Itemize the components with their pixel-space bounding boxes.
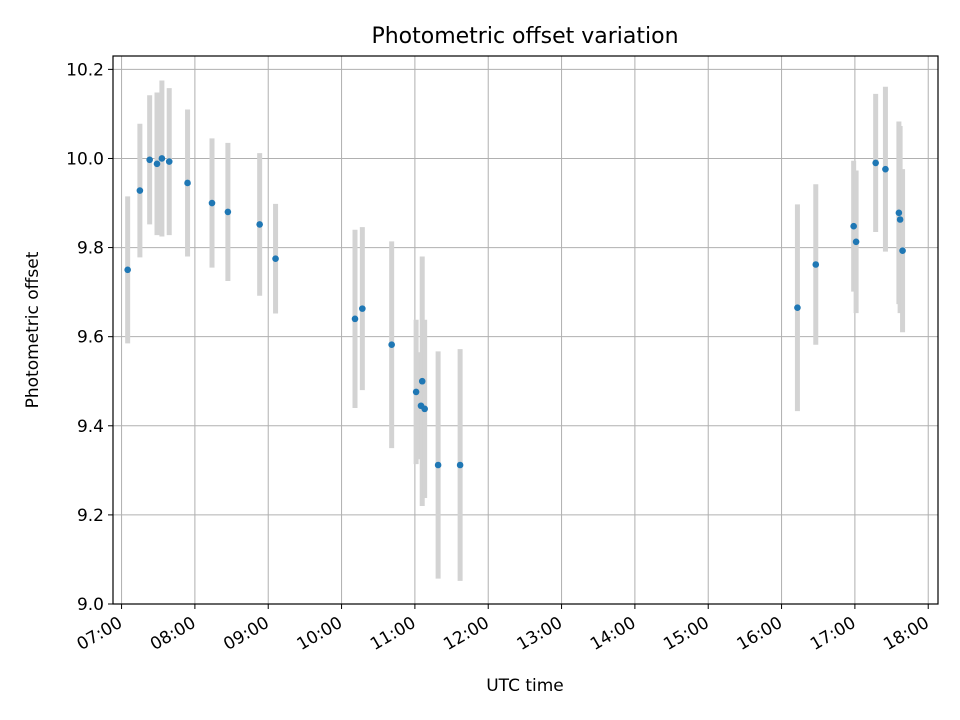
data-point <box>456 461 464 469</box>
plot-frame <box>112 55 939 605</box>
data-point <box>158 155 166 162</box>
data-point <box>895 209 903 217</box>
data-point <box>899 247 906 254</box>
data-point <box>256 221 263 228</box>
x-tick-label: 08:00 <box>147 613 199 655</box>
data-point <box>351 315 359 323</box>
data-point <box>812 261 820 268</box>
y-tick-label: 9.4 <box>77 417 104 437</box>
data-point <box>388 341 395 349</box>
y-tick-label: 9.2 <box>77 506 104 526</box>
x-tick-label: 15:00 <box>660 613 712 655</box>
data-point <box>146 156 153 164</box>
data-point <box>124 266 131 274</box>
x-tick-label: 18:00 <box>880 613 932 655</box>
data-point <box>153 160 161 168</box>
y-tick-label: 10.2 <box>66 60 104 80</box>
data-point <box>165 158 173 165</box>
data-point <box>421 405 428 413</box>
axis-ticks: 07:00 08:00 09:00 10:00 11:00 12:00 13:00 14:00… <box>66 60 933 654</box>
data-point <box>434 461 442 469</box>
data-point <box>412 388 420 396</box>
data-point <box>184 179 191 187</box>
y-axis-label: Photometric offset <box>23 251 43 408</box>
y-tick-label: 9.6 <box>77 328 104 348</box>
x-tick-label: 11:00 <box>367 613 419 655</box>
x-tick-label: 12:00 <box>440 613 492 655</box>
data-points <box>124 155 906 469</box>
data-point <box>272 255 279 263</box>
data-point <box>850 222 857 230</box>
y-tick-label: 9.0 <box>77 595 104 615</box>
x-tick-label: 17:00 <box>807 613 859 655</box>
error-bars <box>125 80 906 581</box>
data-point <box>794 304 801 312</box>
x-tick-label: 13:00 <box>514 613 566 655</box>
data-point <box>208 199 216 207</box>
data-point <box>852 238 860 246</box>
data-point <box>136 187 144 194</box>
x-tick-label: 16:00 <box>734 613 786 655</box>
data-point <box>896 216 904 223</box>
y-tick-label: 9.8 <box>77 239 104 259</box>
x-tick-label: 09:00 <box>220 613 272 655</box>
y-tick-label: 10.0 <box>66 149 104 169</box>
data-point <box>418 377 426 385</box>
x-tick-label: 07:00 <box>74 613 126 655</box>
data-point <box>882 165 889 173</box>
data-point <box>872 159 879 167</box>
x-tick-label: 14:00 <box>587 613 639 655</box>
data-point <box>359 305 366 312</box>
data-point <box>224 208 232 216</box>
chart-title: Photometric offset variation <box>371 24 678 49</box>
x-axis-label: UTC time <box>486 676 564 696</box>
x-tick-label: 10:00 <box>294 613 346 655</box>
